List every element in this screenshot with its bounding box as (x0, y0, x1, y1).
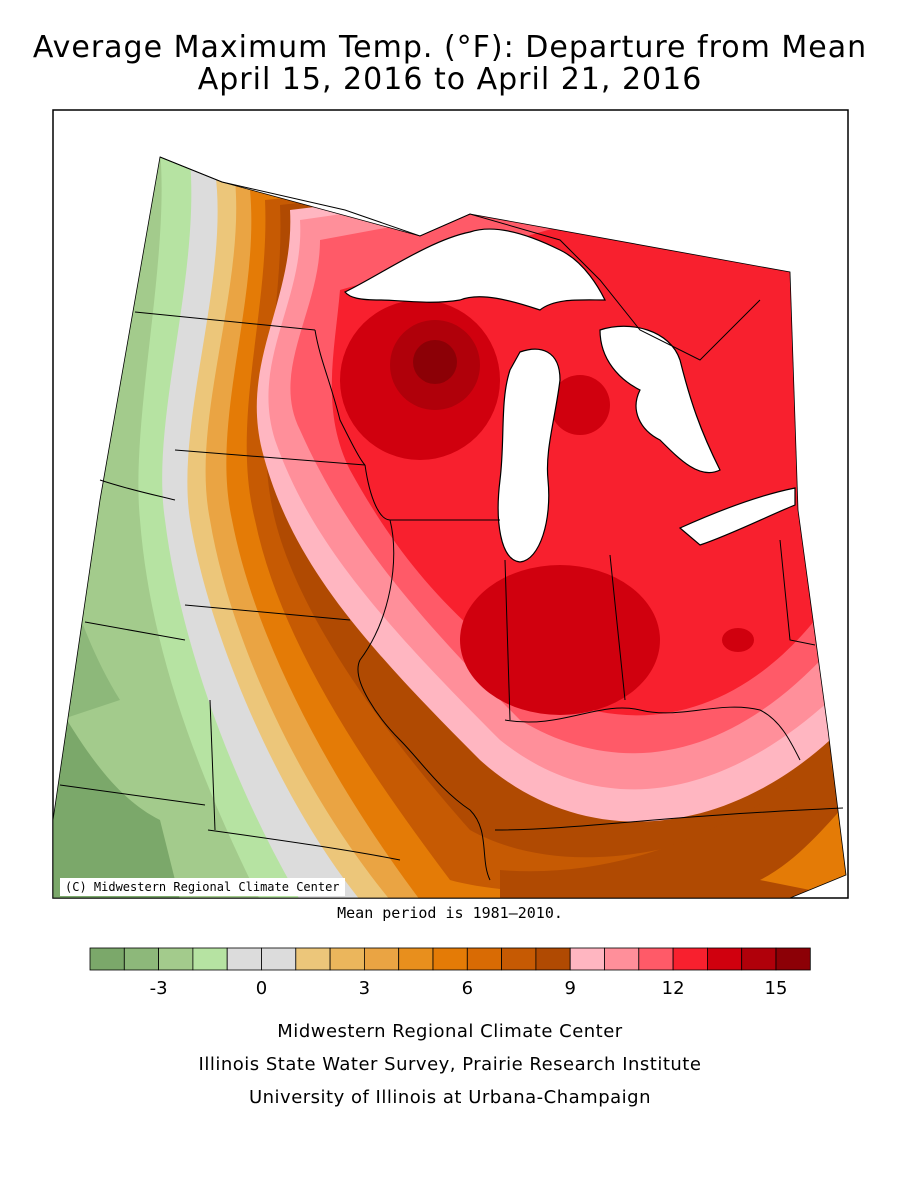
color-scale-tick-label: 15 (765, 978, 788, 999)
color-scale-cell (123, 947, 160, 971)
great-lakes (344, 228, 796, 563)
footer-survey: Illinois State Water Survey, Prairie Res… (198, 1054, 702, 1075)
temperature-departure-map (52, 109, 849, 899)
color-scale-cell (501, 947, 537, 971)
lake-erie (678, 487, 796, 546)
color-scale-ticks: -3 0 3 6 9 12 15 (150, 978, 788, 999)
color-scale-cell (604, 947, 640, 971)
color-scale-tick-label: 6 (462, 978, 473, 999)
footer-university: University of Illinois at Urbana-Champai… (248, 1087, 652, 1108)
color-scale-tick-label: 12 (662, 978, 685, 999)
map-title-line-1: Average Maximum Temp. (°F): Departure fr… (32, 30, 868, 65)
lake-michigan (497, 348, 561, 563)
color-scale-cell (329, 947, 365, 971)
color-scale-tick-label: 9 (564, 978, 575, 999)
color-scale-tick-label: 0 (256, 978, 267, 999)
color-scale-cell (707, 947, 743, 971)
color-scale-cell (89, 947, 125, 971)
lake-superior (344, 228, 606, 311)
canada-border (159, 156, 761, 361)
color-scale-tick-label: 3 (359, 978, 370, 999)
color-scale-cell (158, 947, 194, 971)
color-scale-cell (432, 947, 468, 971)
color-scale-cell (775, 947, 811, 971)
color-scale-cells (89, 947, 811, 971)
color-scale-cell (295, 947, 331, 971)
color-scale-cell (398, 947, 434, 971)
color-scale-cell (261, 947, 297, 971)
map-title-line-2: April 15, 2016 to April 21, 2016 (197, 62, 703, 97)
lake-huron (599, 325, 721, 474)
state-boundaries (59, 311, 844, 881)
domain-outline (52, 156, 847, 899)
color-scale-cell (535, 947, 571, 971)
color-scale-legend: -3 0 3 6 9 12 15 (89, 947, 811, 999)
color-scale-cell (672, 947, 708, 971)
color-scale-tick-label: -3 (150, 978, 168, 999)
color-scale-cell (638, 947, 674, 971)
footer-organization: Midwestern Regional Climate Center (277, 1021, 623, 1042)
color-scale-cell (192, 947, 228, 971)
color-scale-cell (363, 947, 400, 971)
color-scale-cell (569, 947, 605, 971)
color-scale-cell (741, 947, 777, 971)
color-scale-cell (466, 947, 502, 971)
mean-period-note: Mean period is 1981–2010. (337, 904, 563, 922)
map-copyright: (C) Midwestern Regional Climate Center (60, 878, 345, 896)
color-scale-cell (226, 947, 262, 971)
